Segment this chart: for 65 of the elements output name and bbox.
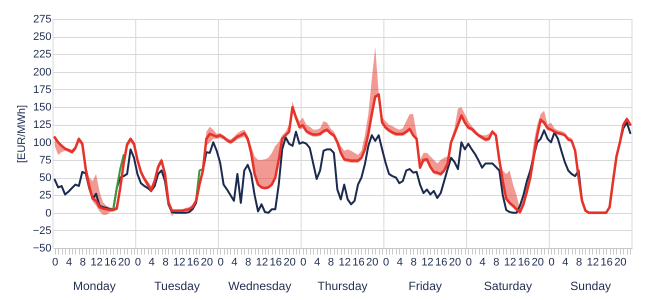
x-tick-label: 8 (245, 256, 252, 268)
x-tick-label: 8 (328, 256, 334, 268)
x-tick-label: 12 (173, 256, 186, 268)
y-tick-label: 150 (33, 102, 52, 114)
x-tick-label: 4 (231, 256, 238, 268)
x-tick-label: 12 (421, 256, 434, 268)
x-tick-label: 4 (66, 256, 72, 268)
x-tick-label: 12 (586, 256, 599, 268)
x-tick-label: 16 (270, 256, 282, 268)
x-tick-label: 0 (383, 256, 390, 268)
y-tick-label: −50 (32, 242, 52, 254)
x-tick-label: 8 (410, 256, 417, 268)
x-tick-label: 16 (352, 256, 365, 268)
text: Thursday (317, 279, 368, 293)
x-tick-label: 4 (480, 256, 486, 268)
line-series (54, 122, 632, 214)
x-tick-label: 12 (338, 256, 351, 268)
y-tick-label: 275 (33, 14, 52, 26)
y-tick-label: 0 (45, 207, 52, 220)
y-tick-label: 125 (33, 119, 52, 132)
x-tick-label: 16 (104, 256, 116, 268)
x-tick-label: 8 (576, 256, 582, 268)
x-tick-label: 16 (600, 256, 613, 268)
x-tick-label: 8 (493, 256, 500, 268)
text: Friday (408, 279, 442, 293)
y-tick-label: 250 (33, 31, 52, 44)
x-tick-label: 12 (256, 256, 268, 268)
x-tick-label: 16 (435, 256, 448, 268)
line-series (53, 93, 632, 214)
x-tick-label: 20 (614, 256, 627, 268)
text: Tuesday (154, 279, 200, 293)
x-tick-label: 20 (366, 256, 378, 268)
y-tick-label: 25 (39, 190, 52, 202)
y-tick-label: 175 (33, 84, 52, 96)
text: Wednesday (228, 279, 292, 293)
x-tick-label: 20 (118, 256, 130, 268)
text: Monday (73, 279, 116, 293)
x-tick-label: 20 (200, 256, 213, 268)
y-tick-label: 50 (39, 172, 52, 184)
x-tick-label: 16 (518, 256, 530, 268)
x-tick-label: 8 (162, 256, 169, 268)
y-tick-label: 100 (33, 136, 52, 149)
x-tick-label: 4 (396, 256, 403, 268)
x-tick-label: 0 (218, 256, 224, 268)
x-tick-label: 0 (466, 256, 472, 268)
x-tick-label: 0 (300, 256, 306, 268)
x-tick-label: 20 (283, 256, 296, 268)
x-tick-label: 12 (90, 256, 103, 268)
x-tick-label: 8 (80, 256, 86, 268)
x-tick-label: 0 (548, 256, 555, 268)
x-tick-label: 4 (562, 256, 568, 268)
y-tick-label: 75 (39, 154, 52, 166)
x-tick-label: 4 (314, 256, 320, 268)
y-tick-label: −25 (32, 224, 52, 237)
y-axis-title: [EUR/MWh] (16, 104, 28, 164)
x-tick-label: 20 (532, 256, 544, 268)
x-tick-label: 12 (504, 256, 516, 268)
x-tick-label: 0 (134, 256, 141, 268)
x-tick-label: 4 (148, 256, 155, 268)
y-tick-label: 225 (33, 48, 52, 61)
text: Sunday (570, 279, 611, 293)
x-tick-label: 20 (448, 256, 462, 268)
y-tick-label: 200 (33, 66, 52, 78)
text: Saturday (484, 279, 532, 293)
x-tick-label: 16 (186, 256, 200, 268)
